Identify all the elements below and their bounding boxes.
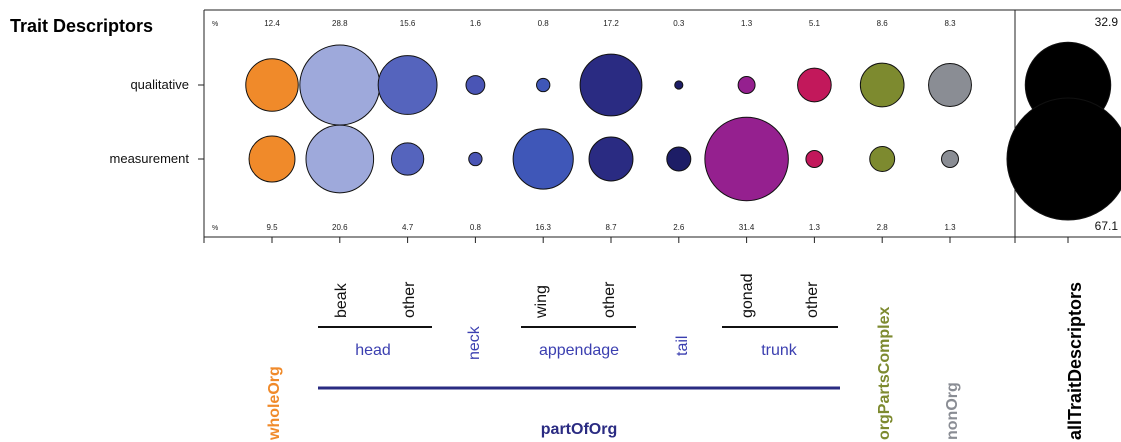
percent-marker-bottom: % [212,225,218,232]
sub-label-wing: wing [533,285,550,319]
value-label-measurement-head-other: 4.7 [402,223,414,232]
bubble-measurement-orgPartsComplex [869,146,896,172]
total-measurement-label: 67.1 [1095,219,1119,233]
value-label-qualitative-nonOrg: 8.3 [944,19,956,28]
bubbles [245,41,1121,221]
value-label-qualitative-neck: 1.6 [470,19,482,28]
row-label-measurement: measurement [110,151,190,166]
sub-label-beak: beak [333,282,350,318]
value-label-qualitative-head-beak: 28.8 [332,19,348,28]
value-label-qualitative-appendage-other: 17.2 [603,19,619,28]
group-label-appendage: appendage [539,342,619,359]
sub-label-gonad: gonad [739,274,756,319]
value-label-measurement-orgPartsComplex: 2.8 [877,223,889,232]
bubble-measurement-tail [666,146,692,172]
bubble-qualitative-orgPartsComplex [859,62,905,108]
bubble-qualitative-wholeOrg [245,58,299,112]
bubble-qualitative-appendage-other [579,53,643,117]
value-label-measurement-appendage-wing: 16.3 [535,223,551,232]
value-label-measurement-neck: 0.8 [470,223,482,232]
value-label-measurement-tail: 2.6 [673,223,685,232]
bubble-qualitative-appendage-wing [536,77,551,93]
group-label-tail: tail [674,336,691,356]
group-label-partOfOrg: partOfOrg [541,421,617,438]
bubble-qualitative-head-other [377,55,438,115]
qualitative-value-labels: 12.4 28.8 15.6 1.6 0.8 17.2 0.3 1.3 5.1 8.6 8.3 [264,19,956,28]
value-label-qualitative-trunk-gonad: 1.3 [741,19,753,28]
sub-label-trunk-other: other [804,281,821,318]
value-label-measurement-trunk-other: 1.3 [809,223,821,232]
category-label-nonOrg: nonOrg [944,382,961,440]
value-label-measurement-nonOrg: 1.3 [944,223,956,232]
bubble-measurement-nonOrg [941,150,959,168]
chart-title: Trait Descriptors [10,16,153,36]
value-label-qualitative-trunk-other: 5.1 [809,19,821,28]
bubble-measurement-appendage-other [588,136,634,182]
value-label-measurement-trunk-gonad: 31.4 [739,223,755,232]
group-label-neck: neck [466,325,483,360]
value-label-qualitative-tail: 0.3 [673,19,685,28]
bubble-measurement-wholeOrg [248,135,296,183]
bubble-measurement-neck [468,151,483,167]
value-label-measurement-wholeOrg: 9.5 [266,223,278,232]
bubble-measurement-head-beak [305,124,375,194]
bubble-measurement-head-other [390,142,425,176]
percent-marker-top: % [212,21,218,28]
bubble-qualitative-tail [674,80,684,90]
bubble-measurement-trunk-other [805,150,824,168]
group-label-trunk: trunk [761,342,798,359]
category-label-orgPartsComplex: orgPartsComplex [876,307,893,440]
bubble-qualitative-trunk-other [797,67,832,103]
value-label-qualitative-appendage-wing: 0.8 [538,19,550,28]
measurement-value-labels: 9.5 20.6 4.7 0.8 16.3 8.7 2.6 31.4 1.3 2.8 1.3 [266,223,956,232]
total-qualitative-label: 32.9 [1095,15,1119,29]
plot-frame [203,9,1121,238]
value-label-measurement-appendage-other: 8.7 [605,223,617,232]
bubble-measurement-trunk-gonad [704,116,789,202]
value-label-measurement-head-beak: 20.6 [332,223,348,232]
category-label-wholeOrg: wholeOrg [266,366,283,441]
bubble-qualitative-nonOrg [928,63,972,107]
value-label-qualitative-wholeOrg: 12.4 [264,19,280,28]
bubble-measurement-total [1006,97,1121,221]
sub-label-head-other: other [401,281,418,318]
sub-label-appendage-other: other [601,281,618,318]
value-label-qualitative-head-other: 15.6 [400,19,416,28]
bubble-measurement-appendage-wing [512,128,574,190]
value-label-qualitative-orgPartsComplex: 8.6 [877,19,889,28]
row-label-qualitative: qualitative [130,77,189,92]
axis-ticks [198,84,1069,243]
group-label-head: head [355,342,391,359]
bubble-qualitative-trunk-gonad [737,76,756,94]
bubble-qualitative-neck [465,75,486,95]
category-label-allTraitDescriptors: allTraitDescriptors [1065,282,1085,440]
bubble-qualitative-head-beak [299,44,381,126]
